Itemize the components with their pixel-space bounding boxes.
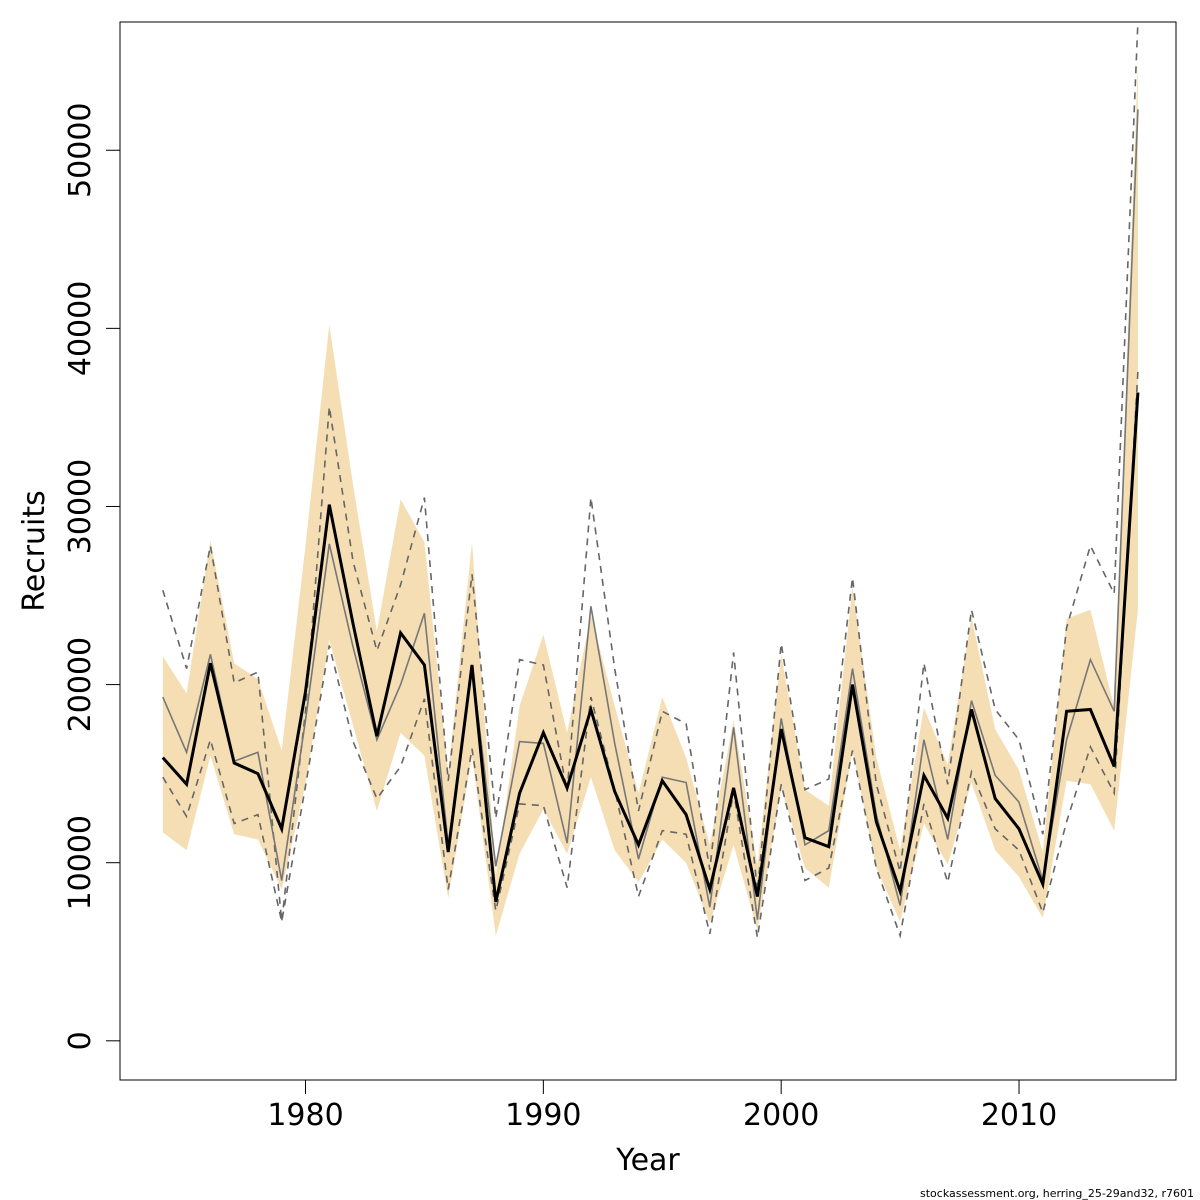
series-layer xyxy=(161,21,1140,939)
x-axis: 1980 1990 2000 2010 xyxy=(267,1080,1057,1133)
series-lower-dashed xyxy=(162,371,1139,939)
confidence-band xyxy=(162,61,1138,936)
y-axis-title: Recruits xyxy=(17,490,52,612)
x-tick-label: 2010 xyxy=(981,1098,1057,1133)
x-tick-label: 2000 xyxy=(743,1098,819,1133)
y-tick-label: 40000 xyxy=(63,281,98,376)
x-tick-label: 1980 xyxy=(267,1098,343,1133)
x-axis-title: Year xyxy=(615,1143,680,1178)
series-alt-estimate xyxy=(162,109,1139,920)
plot-frame xyxy=(119,21,1177,1081)
y-tick-label: 10000 xyxy=(63,815,98,910)
y-tick-label: 50000 xyxy=(63,102,98,197)
series-upper-dashed xyxy=(162,21,1139,922)
caption: stockassessment.org, herring_25-29and32,… xyxy=(920,1187,1194,1200)
y-tick-label: 30000 xyxy=(63,459,98,554)
y-tick-label: 20000 xyxy=(63,637,98,732)
y-tick-label: 0 xyxy=(63,1031,98,1050)
x-tick-label: 1990 xyxy=(505,1098,581,1133)
y-axis: 0 10000 20000 30000 40000 50000 xyxy=(63,102,120,1050)
series-main-estimate xyxy=(161,392,1140,903)
